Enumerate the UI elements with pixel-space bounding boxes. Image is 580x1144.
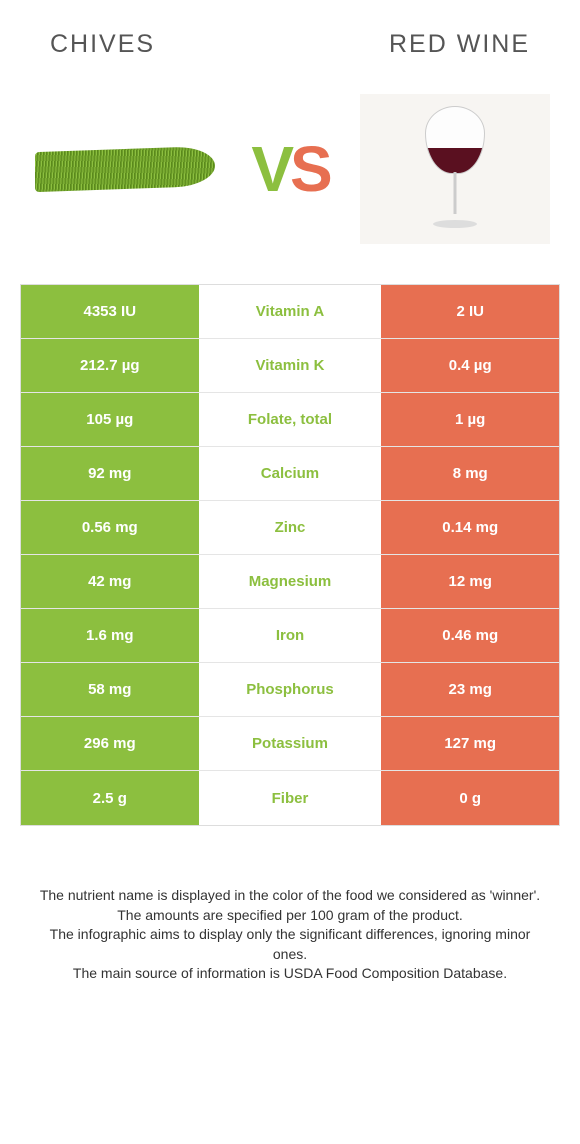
value-right: 23 mg [381,663,559,716]
table-row: 1.6 mgIron0.46 mg [21,609,559,663]
food-title-left: Chives [50,30,155,59]
nutrient-name: Folate, total [199,393,382,446]
value-right: 0.14 mg [381,501,559,554]
value-left: 0.56 mg [21,501,199,554]
value-right: 0 g [381,771,559,825]
value-left: 2.5 g [21,771,199,825]
value-left: 105 µg [21,393,199,446]
value-right: 127 mg [381,717,559,770]
value-left: 58 mg [21,663,199,716]
footnotes: The nutrient name is displayed in the co… [20,886,560,984]
nutrient-name: Potassium [199,717,382,770]
table-row: 105 µgFolate, total1 µg [21,393,559,447]
value-right: 0.4 µg [381,339,559,392]
value-right: 8 mg [381,447,559,500]
table-row: 212.7 µgVitamin K0.4 µg [21,339,559,393]
chives-image [30,94,220,244]
nutrient-name: Magnesium [199,555,382,608]
table-row: 4353 IUVitamin A2 IU [21,285,559,339]
vs-v: V [251,133,290,205]
nutrient-name: Vitamin A [199,285,382,338]
value-right: 12 mg [381,555,559,608]
nutrient-name: Vitamin K [199,339,382,392]
footnote-line: The infographic aims to display only the… [34,925,546,964]
food-title-right: Red Wine [389,30,530,59]
header-row: Chives Red Wine [20,30,560,59]
vs-s: S [290,133,329,205]
vs-label: VS [251,132,328,206]
value-right: 2 IU [381,285,559,338]
value-right: 0.46 mg [381,609,559,662]
table-row: 2.5 gFiber0 g [21,771,559,825]
value-left: 296 mg [21,717,199,770]
image-row: VS [20,79,560,259]
value-left: 42 mg [21,555,199,608]
nutrient-name: Zinc [199,501,382,554]
footnote-line: The main source of information is USDA F… [34,964,546,984]
table-row: 42 mgMagnesium12 mg [21,555,559,609]
value-left: 212.7 µg [21,339,199,392]
nutrient-name: Fiber [199,771,382,825]
value-right: 1 µg [381,393,559,446]
table-row: 92 mgCalcium8 mg [21,447,559,501]
value-left: 4353 IU [21,285,199,338]
table-row: 58 mgPhosphorus23 mg [21,663,559,717]
table-row: 0.56 mgZinc0.14 mg [21,501,559,555]
nutrient-name: Phosphorus [199,663,382,716]
footnote-line: The amounts are specified per 100 gram o… [34,906,546,926]
value-left: 92 mg [21,447,199,500]
nutrient-name: Iron [199,609,382,662]
nutrient-name: Calcium [199,447,382,500]
value-left: 1.6 mg [21,609,199,662]
table-row: 296 mgPotassium127 mg [21,717,559,771]
nutrient-table: 4353 IUVitamin A2 IU212.7 µgVitamin K0.4… [20,284,560,826]
footnote-line: The nutrient name is displayed in the co… [34,886,546,906]
wine-image [360,94,550,244]
